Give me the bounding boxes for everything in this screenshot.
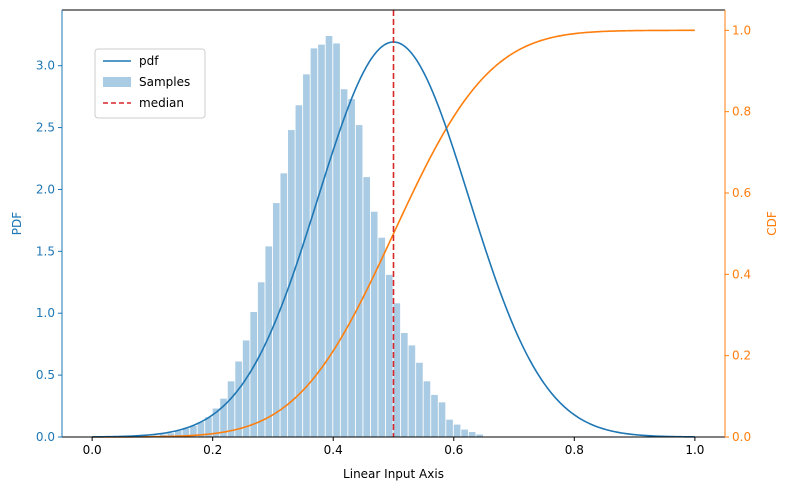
histogram-bar [333,43,340,438]
right-y-axis-title: CDF [765,211,779,236]
histogram-bar [265,246,273,437]
histogram-bar [318,44,325,438]
x-tick-label: 0.0 [83,443,102,457]
left-y-axis-title: PDF [10,212,24,235]
histogram-bar [476,434,484,437]
left-y-tick-label: 0.5 [36,368,55,382]
histogram-bar [438,402,446,437]
histogram-bar [416,362,423,437]
x-tick-label: 0.6 [444,443,463,457]
plot-frame [61,9,726,438]
histogram-bar [431,394,438,437]
x-tick-label: 0.4 [324,443,343,457]
histogram-bar [190,425,197,437]
x-axis-title: Linear Input Axis [343,467,444,481]
x-tick-label: 0.2 [203,443,222,457]
histogram-bar [303,74,310,437]
left-y-tick-label: 2.0 [36,182,55,196]
histogram-bar [325,35,333,437]
histogram-bar [446,419,453,437]
histogram-bar [220,398,227,437]
legend: pdf Samples median [94,48,206,119]
histogram-bar [182,428,190,437]
right-y-axis: 0.0 0.2 0.4 0.6 0.8 1.0 [725,23,751,444]
right-y-tick-label: 0.4 [732,267,751,281]
right-y-tick-label: 0.0 [732,430,751,444]
left-y-tick-label: 2.5 [36,121,55,135]
histogram-bar [355,125,363,438]
histogram-bar [363,177,370,437]
left-y-tick-label: 3.0 [36,59,55,73]
right-y-tick-label: 0.2 [732,349,751,363]
histogram-bar [378,237,386,437]
histogram-bar [175,430,182,437]
x-tick-label: 1.0 [685,443,704,457]
histogram-bar [280,173,288,438]
histogram-bar [167,433,175,437]
cdf-series [92,29,695,438]
cdf-line [92,29,695,438]
left-y-tick-label: 1.5 [36,244,55,258]
legend-label-pdf: pdf [139,54,159,68]
legend-label-samples: Samples [139,75,190,89]
histogram-bar [348,99,355,438]
histogram-bar [310,48,318,438]
histogram-bar [385,274,393,437]
legend-label-median: median [139,96,184,110]
histogram-bar [423,381,431,437]
right-y-tick-label: 0.8 [732,105,751,119]
histogram-bar [250,311,257,437]
histogram-bar [205,417,212,437]
histogram-bar [235,361,242,437]
histogram-bar [401,333,408,437]
histogram-bar [288,130,295,438]
x-axis: 0.0 0.2 0.4 0.6 0.8 1.0 [83,437,704,457]
left-y-tick-label: 0.0 [36,430,55,444]
histogram-bar [461,429,468,437]
x-tick-label: 0.8 [565,443,584,457]
left-y-tick-label: 1.0 [36,306,55,320]
histogram-bar [393,303,401,437]
left-y-axis: 0.0 0.5 1.0 1.5 2.0 2.5 3.0 [36,59,62,444]
histogram-bar [257,282,265,437]
histogram-bar [468,432,476,437]
legend-swatch-samples [103,77,131,87]
histogram-bar [453,424,461,437]
histogram-bar [370,211,378,437]
histogram-bar [227,381,235,437]
right-y-tick-label: 0.6 [732,186,751,200]
right-y-tick-label: 1.0 [732,23,751,37]
histogram-bar [242,340,250,437]
histogram-bar [212,408,220,437]
histogram-bar [408,345,416,437]
histogram-bar [295,105,303,437]
legend-box [94,48,206,119]
histogram-bar [197,422,205,437]
histogram-bar [340,89,348,437]
